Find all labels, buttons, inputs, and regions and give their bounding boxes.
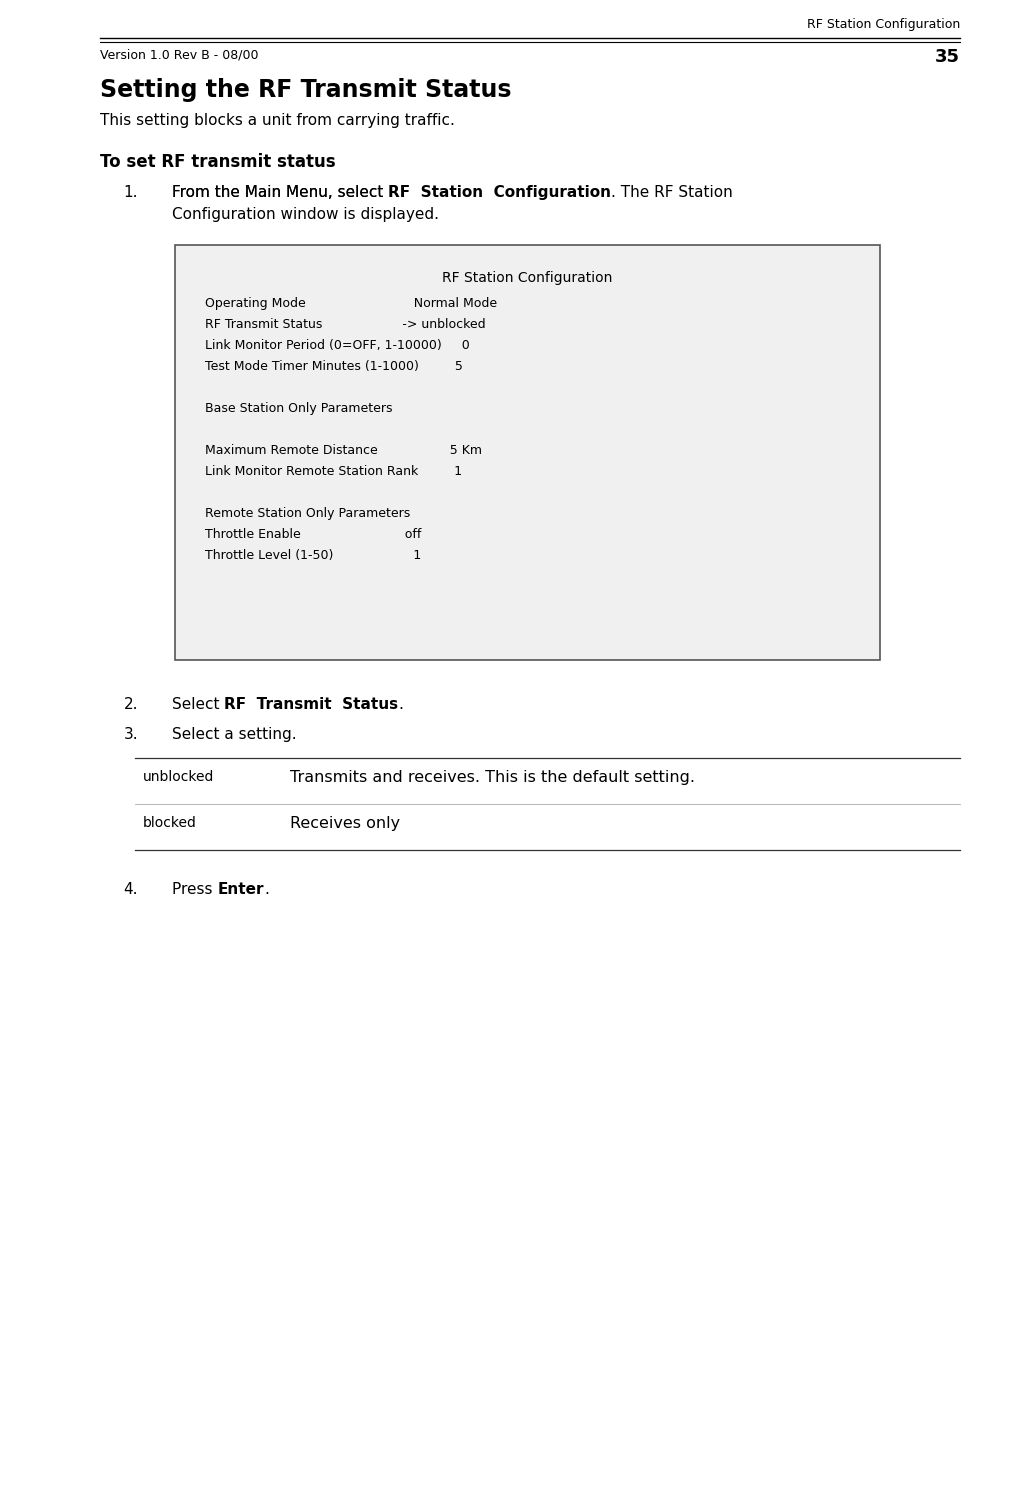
- Text: Base Station Only Parameters: Base Station Only Parameters: [189, 401, 392, 415]
- Text: 4.: 4.: [124, 882, 138, 897]
- Text: Configuration window is displayed.: Configuration window is displayed.: [172, 207, 439, 222]
- Text: Throttle Enable                          off: Throttle Enable off: [189, 527, 421, 541]
- Text: RF Station Configuration: RF Station Configuration: [443, 271, 613, 285]
- Text: Enter: Enter: [218, 882, 263, 897]
- Text: This setting blocks a unit from carrying traffic.: This setting blocks a unit from carrying…: [100, 112, 455, 127]
- Text: Setting the RF Transmit Status: Setting the RF Transmit Status: [100, 78, 512, 102]
- Text: Remote Station Only Parameters: Remote Station Only Parameters: [189, 506, 410, 520]
- Text: Select a setting.: Select a setting.: [172, 727, 297, 742]
- Text: 35: 35: [935, 48, 960, 66]
- Text: Maximum Remote Distance                  5 Km: Maximum Remote Distance 5 Km: [189, 443, 482, 457]
- Text: Select: Select: [172, 697, 224, 712]
- Text: To set RF transmit status: To set RF transmit status: [100, 153, 335, 171]
- Text: Transmits and receives. This is the default setting.: Transmits and receives. This is the defa…: [290, 770, 695, 785]
- Text: . The RF Station: . The RF Station: [611, 184, 733, 201]
- Text: Press: Press: [172, 882, 218, 897]
- Text: Receives only: Receives only: [290, 816, 400, 831]
- Text: Link Monitor Remote Station Rank         1: Link Monitor Remote Station Rank 1: [189, 464, 462, 478]
- Text: From the Main Menu, select: From the Main Menu, select: [172, 184, 388, 201]
- Text: 2.: 2.: [124, 697, 138, 712]
- Text: 3.: 3.: [124, 727, 138, 742]
- Text: RF  Transmit  Status: RF Transmit Status: [224, 697, 398, 712]
- Text: RF Station Configuration: RF Station Configuration: [806, 18, 960, 31]
- Text: .: .: [263, 882, 268, 897]
- Text: 1.: 1.: [124, 184, 138, 201]
- Text: blocked: blocked: [143, 816, 197, 830]
- FancyBboxPatch shape: [175, 246, 880, 661]
- Text: Operating Mode                           Normal Mode: Operating Mode Normal Mode: [189, 297, 497, 310]
- Text: Throttle Level (1-50)                    1: Throttle Level (1-50) 1: [189, 548, 421, 562]
- Text: RF  Station  Configuration: RF Station Configuration: [388, 184, 611, 201]
- Text: RF Transmit Status                    -> unblocked: RF Transmit Status -> unblocked: [189, 318, 485, 331]
- Text: Link Monitor Period (0=OFF, 1-10000)     0: Link Monitor Period (0=OFF, 1-10000) 0: [189, 339, 470, 352]
- Text: Version 1.0 Rev B - 08/00: Version 1.0 Rev B - 08/00: [100, 48, 258, 61]
- Text: .: .: [398, 697, 403, 712]
- Text: unblocked: unblocked: [143, 770, 215, 783]
- Text: From the Main Menu, select: From the Main Menu, select: [172, 184, 388, 201]
- Text: Test Mode Timer Minutes (1-1000)         5: Test Mode Timer Minutes (1-1000) 5: [189, 360, 463, 373]
